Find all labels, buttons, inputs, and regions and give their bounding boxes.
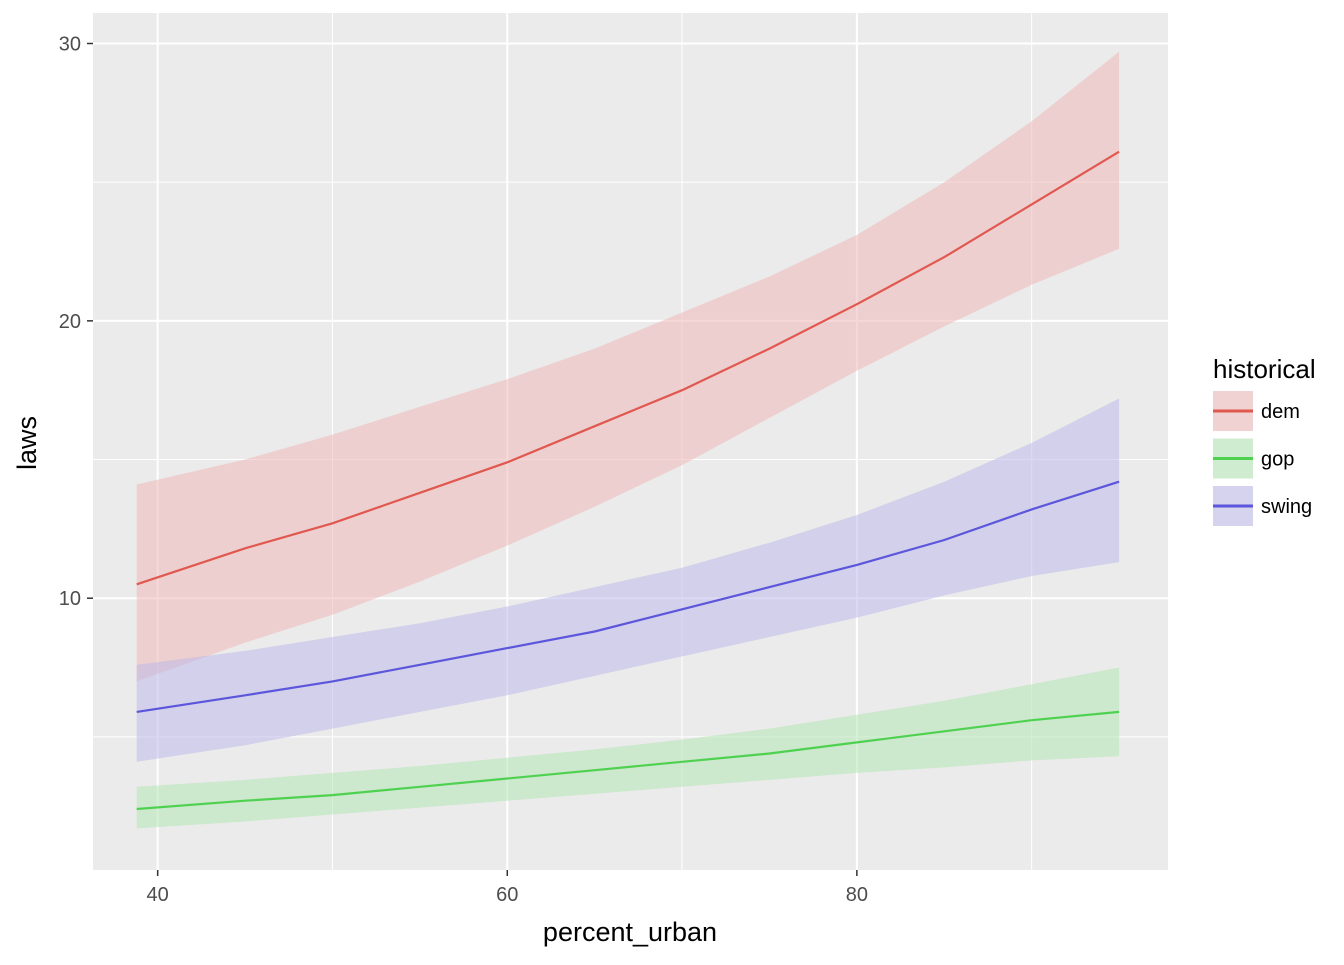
legend-label-gop: gop [1261, 449, 1294, 471]
y-tick-label: 30 [59, 34, 81, 56]
y-axis-title: laws [12, 416, 42, 470]
ribbon-dem [136, 51, 1120, 682]
series-line-swing [136, 480, 1120, 713]
series-line-gop [136, 710, 1120, 811]
legend-title: historical [1213, 354, 1316, 384]
legend: historical dem gop swing [1213, 354, 1316, 526]
x-tick-label: 60 [496, 884, 518, 906]
x-axis-title: percent_urban [543, 917, 717, 947]
axes: 40 60 80 10 20 30 [59, 34, 868, 906]
fit-lines [136, 150, 1120, 811]
ribbon-gop [136, 667, 1120, 829]
x-tick-label: 40 [147, 884, 169, 906]
legend-label-dem: dem [1261, 401, 1300, 423]
legend-label-swing: swing [1261, 496, 1312, 518]
y-tick-label: 10 [59, 588, 81, 610]
series-line-dem [136, 150, 1120, 586]
x-tick-label: 80 [846, 884, 868, 906]
y-tick-label: 20 [59, 311, 81, 333]
